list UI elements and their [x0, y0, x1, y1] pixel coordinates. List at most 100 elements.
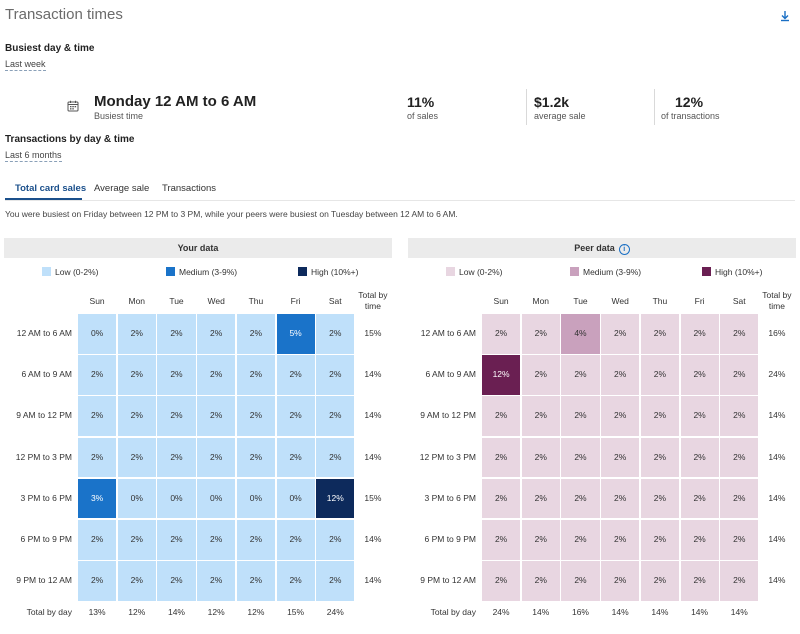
row-total: 14%	[768, 575, 786, 586]
row-header: 6 PM to 9 PM	[20, 534, 73, 544]
heatmap-cell: 2%	[561, 478, 600, 519]
legend-swatch-low	[42, 267, 51, 276]
heatmap-cell: 0%	[276, 478, 315, 519]
heatmap-cell: 2%	[482, 478, 521, 519]
column-total: 15%	[287, 607, 305, 618]
heatmap-cell: 4%	[561, 314, 600, 354]
column-header: Wed	[207, 296, 225, 306]
heatmap-cell: 2%	[276, 561, 315, 601]
heatmap-cell: 2%	[720, 478, 759, 519]
heatmap-cell: 2%	[236, 314, 275, 354]
heatmap-cell: 2%	[561, 396, 600, 437]
row-header: 9 AM to 12 PM	[420, 410, 476, 421]
column-total: 14%	[167, 607, 185, 618]
active-tab-indicator	[5, 198, 82, 200]
heatmap-cell: 2%	[236, 355, 275, 395]
heatmap-cell: 2%	[680, 396, 719, 437]
heatmap-cell: 2%	[561, 520, 600, 560]
row-header: 9 PM to 12 AM	[420, 575, 476, 586]
heatmap-cell: 2%	[601, 478, 640, 519]
heatmap-cell: 2%	[236, 396, 275, 437]
heatmap-cell: 2%	[680, 355, 719, 395]
heatmap-cell: 2%	[720, 437, 759, 478]
heatmap-cell: 2%	[78, 437, 117, 478]
heatmap-cell: 2%	[521, 355, 560, 395]
heatmap-cell: 2%	[561, 355, 600, 395]
column-total: 24%	[326, 607, 344, 618]
heatmap-cell: 0%	[117, 478, 156, 519]
tab-transactions[interactable]: Transactions	[162, 183, 217, 194]
busiest-period-selector[interactable]: Last week	[5, 59, 46, 71]
column-total: 12%	[128, 607, 146, 618]
heatmap-cell: 2%	[680, 520, 719, 560]
stat-average-sale-label: average sale	[534, 111, 586, 121]
heatmap-cell: 2%	[316, 355, 355, 395]
heatmap-cell: 2%	[236, 561, 275, 601]
tabs-divider	[5, 200, 795, 201]
transactions-period-selector[interactable]: Last 6 months	[5, 150, 62, 162]
total-by-day-header: Total by day	[430, 607, 476, 618]
row-total: 15%	[364, 328, 382, 338]
heatmap-cell: 2%	[680, 437, 719, 478]
row-header: 3 PM to 6 PM	[424, 492, 477, 503]
heatmap-cell: 2%	[680, 478, 719, 519]
tab-total-card-sales[interactable]: Total card sales	[15, 183, 87, 194]
stat-sales-label: of sales	[407, 111, 439, 121]
stat-average-sale-value: $1.2k	[534, 94, 570, 110]
row-total: 16%	[768, 328, 786, 338]
download-icon[interactable]	[778, 9, 792, 23]
heatmap-cell: 2%	[117, 561, 156, 601]
heatmap-cell: 2%	[117, 314, 156, 354]
column-header: Tue	[169, 296, 184, 306]
row-header: 9 AM to 12 PM	[16, 410, 72, 421]
heatmap-cell: 2%	[276, 437, 315, 478]
column-total: 14%	[532, 607, 550, 618]
heatmap-cell: 2%	[720, 396, 759, 437]
column-total: 14%	[651, 607, 669, 618]
column-header: Fri	[290, 296, 301, 306]
column-total: 14%	[691, 607, 709, 618]
heatmap-cell: 2%	[601, 437, 640, 478]
column-header: Sun	[89, 296, 105, 306]
heatmap-cell: 2%	[601, 314, 640, 354]
legend-swatch-low	[446, 267, 455, 276]
column-header: Sat	[732, 296, 746, 306]
heatmap-cell: 2%	[640, 314, 679, 354]
heatmap-cell: 2%	[561, 561, 600, 601]
heatmap-cell: 2%	[640, 396, 679, 437]
row-total: 24%	[768, 369, 786, 380]
heatmap-cell: 0%	[197, 478, 236, 519]
heatmap-cell: 2%	[78, 520, 117, 560]
transactions-heading: Transactions by day & time	[5, 134, 135, 145]
info-icon[interactable]: i	[618, 244, 630, 255]
heatmap-cell: 2%	[197, 314, 236, 354]
legend-item-medium: Medium (3-9%)	[570, 267, 641, 277]
column-header: Thu	[248, 296, 264, 306]
row-header: 9 PM to 12 AM	[16, 575, 72, 586]
heatmap-cell: 2%	[316, 561, 355, 601]
heatmap-cell: 2%	[601, 396, 640, 437]
heatmap-cell: 2%	[601, 561, 640, 601]
heatmap-cell: 2%	[521, 396, 560, 437]
heatmap-cell: 2%	[197, 520, 236, 560]
heatmap-cell: 2%	[157, 396, 196, 437]
heatmap-cell: 2%	[521, 478, 560, 519]
your-data-panel: Your data Low (0-2%) Medium (3-9%) High …	[4, 238, 392, 630]
heatmap-cell: 2%	[117, 355, 156, 395]
heatmap-cell: 2%	[640, 437, 679, 478]
heatmap-cell: 2%	[482, 314, 521, 354]
column-total: 24%	[492, 607, 510, 618]
row-total: 14%	[364, 575, 382, 586]
heatmap-cell: 2%	[561, 437, 600, 478]
busiest-time-label: Busiest time	[94, 111, 144, 121]
heatmap-cell: 5%	[276, 314, 315, 354]
heatmap-cell: 0%	[236, 478, 275, 519]
legend-item-medium: Medium (3-9%)	[166, 267, 237, 277]
heatmap-cell: 2%	[197, 437, 236, 478]
tab-average-sale[interactable]: Average sale	[94, 183, 150, 194]
heatmap-cell: 0%	[157, 478, 196, 519]
heatmap-cell: 2%	[197, 355, 236, 395]
heatmap-cell: 2%	[720, 355, 759, 395]
legend-swatch-medium	[570, 267, 579, 276]
stat-divider	[654, 89, 655, 125]
